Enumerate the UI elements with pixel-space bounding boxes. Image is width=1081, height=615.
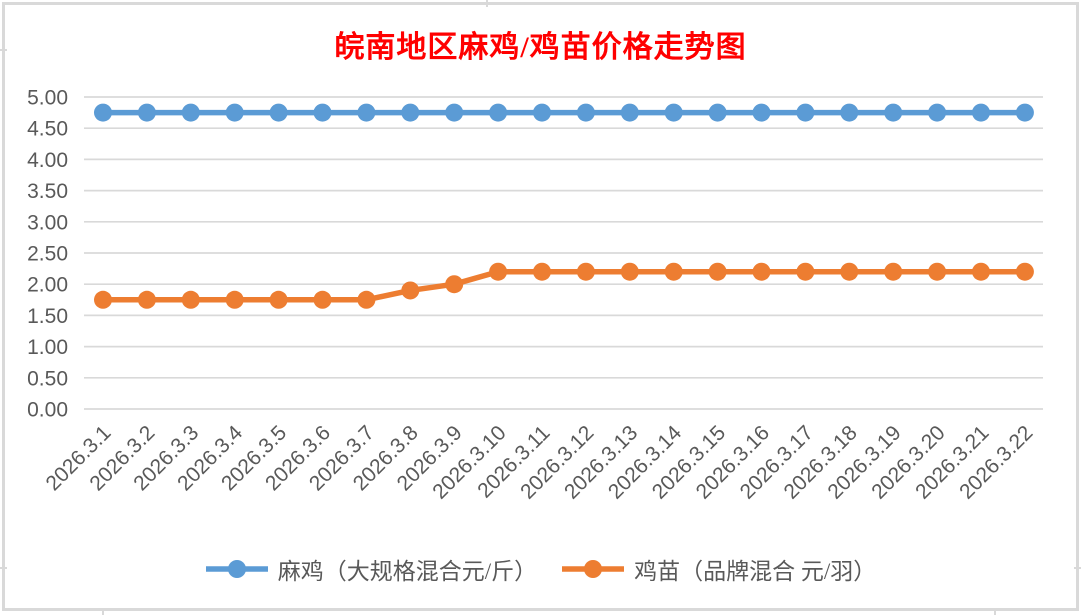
legend-item-chick: 鸡苗（品牌混合 元/羽） <box>561 552 876 586</box>
series-0-marker <box>181 103 200 122</box>
legend-label-machicken: 麻鸡（大规格混合元/斤） <box>277 559 538 584</box>
series-0-marker <box>972 103 990 122</box>
series-1-marker <box>972 262 990 281</box>
series-1-marker <box>576 262 595 281</box>
series-1-marker <box>928 262 947 281</box>
series-0-marker <box>752 103 771 122</box>
sheet-gridline-mark <box>0 49 7 51</box>
series-1-marker <box>313 290 332 309</box>
series-0-marker <box>489 103 508 122</box>
series-1-marker <box>225 290 244 309</box>
y-axis-tick-label: 1.00 <box>27 336 68 359</box>
y-axis-tick-label: 5.00 <box>27 87 68 110</box>
series-0-marker <box>620 103 639 122</box>
sheet-gridline-mark <box>486 0 488 7</box>
series-1-marker <box>445 275 464 294</box>
y-axis-tick-label: 3.50 <box>27 180 68 203</box>
series-1-marker <box>94 290 112 309</box>
series-1-marker <box>489 262 508 281</box>
legend-label-chick: 鸡苗（品牌混合 元/羽） <box>634 559 877 584</box>
series-0-marker <box>664 103 683 122</box>
legend-marker-dot <box>227 560 246 578</box>
series-1-marker <box>664 262 683 281</box>
series-1-marker <box>620 262 639 281</box>
plot-area: 0.00 0.50 1.00 1.50 2.00 2.50 3.00 3.50 4.00 4.50… <box>27 87 1043 504</box>
legend-line-marker-icon <box>562 560 625 578</box>
series-0-marker <box>533 103 551 122</box>
series-1-marker <box>357 290 376 309</box>
sheet-gridline-mark <box>994 608 996 615</box>
series-0-marker <box>137 103 156 122</box>
sheet-gridline-mark <box>1074 567 1081 569</box>
series-1-marker <box>533 262 551 281</box>
series-1-marker <box>401 281 420 300</box>
series-line-1 <box>100 268 1028 303</box>
legend-item-machicken: 麻鸡（大规格混合元/斤） <box>205 552 537 586</box>
series-1-marker <box>884 262 903 281</box>
series-0-marker <box>928 103 947 122</box>
series-1-marker <box>752 262 771 281</box>
series-0-marker <box>225 103 244 122</box>
legend-line-marker-icon <box>205 560 268 578</box>
series-1-marker <box>796 262 815 281</box>
series-0-marker <box>708 103 727 122</box>
sheet-gridline-mark <box>102 608 104 615</box>
series-0-marker <box>94 103 112 122</box>
y-axis-tick-label: 4.00 <box>27 149 68 172</box>
series-0-marker <box>401 103 420 122</box>
series-0-marker <box>313 103 332 122</box>
y-axis-tick-label: 3.00 <box>27 211 68 234</box>
y-axis-tick-label: 0.50 <box>27 367 68 390</box>
series-0-marker <box>445 103 464 122</box>
y-axis-tick-label: 2.00 <box>27 274 68 297</box>
chart-title: 皖南地区麻鸡/鸡苗价格走势图 <box>334 31 747 64</box>
y-axis-tick-label: 0.00 <box>27 399 68 422</box>
series-0-marker <box>840 103 859 122</box>
y-axis-tick-label: 4.50 <box>27 118 68 141</box>
series-0-marker <box>1015 103 1034 122</box>
series-0-marker <box>796 103 815 122</box>
series-1-marker <box>269 290 288 309</box>
sheet-gridline-mark <box>0 567 7 569</box>
legend-marker-dot <box>584 560 603 578</box>
series-0-marker <box>576 103 595 122</box>
y-axis-tick-label: 2.50 <box>27 243 68 266</box>
series-0-marker <box>269 103 288 122</box>
series-1-marker <box>708 262 727 281</box>
series-0-marker <box>357 103 376 122</box>
legend: 麻鸡（大规格混合元/斤） 鸡苗（品牌混合 元/羽） <box>0 550 1081 588</box>
series-1-marker <box>1015 262 1034 281</box>
y-axis-tick-label: 1.50 <box>27 305 68 328</box>
series-1-marker <box>137 290 156 309</box>
series-0-marker <box>884 103 903 122</box>
series-1-marker <box>840 262 859 281</box>
series-1-marker <box>181 290 200 309</box>
